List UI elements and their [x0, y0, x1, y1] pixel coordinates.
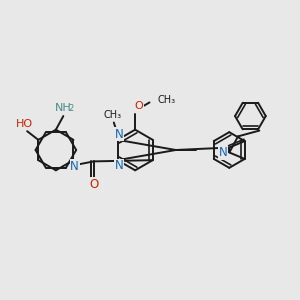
Text: O: O: [89, 178, 98, 191]
Text: O: O: [134, 101, 143, 111]
Text: CH₃: CH₃: [103, 110, 122, 120]
Text: 2: 2: [69, 103, 74, 112]
Text: HO: HO: [16, 119, 33, 129]
Text: N: N: [114, 128, 123, 141]
Text: CH₃: CH₃: [158, 95, 175, 106]
Text: NH: NH: [55, 103, 72, 113]
Text: N: N: [70, 160, 79, 173]
Text: N: N: [114, 159, 123, 172]
Text: N: N: [219, 146, 227, 160]
